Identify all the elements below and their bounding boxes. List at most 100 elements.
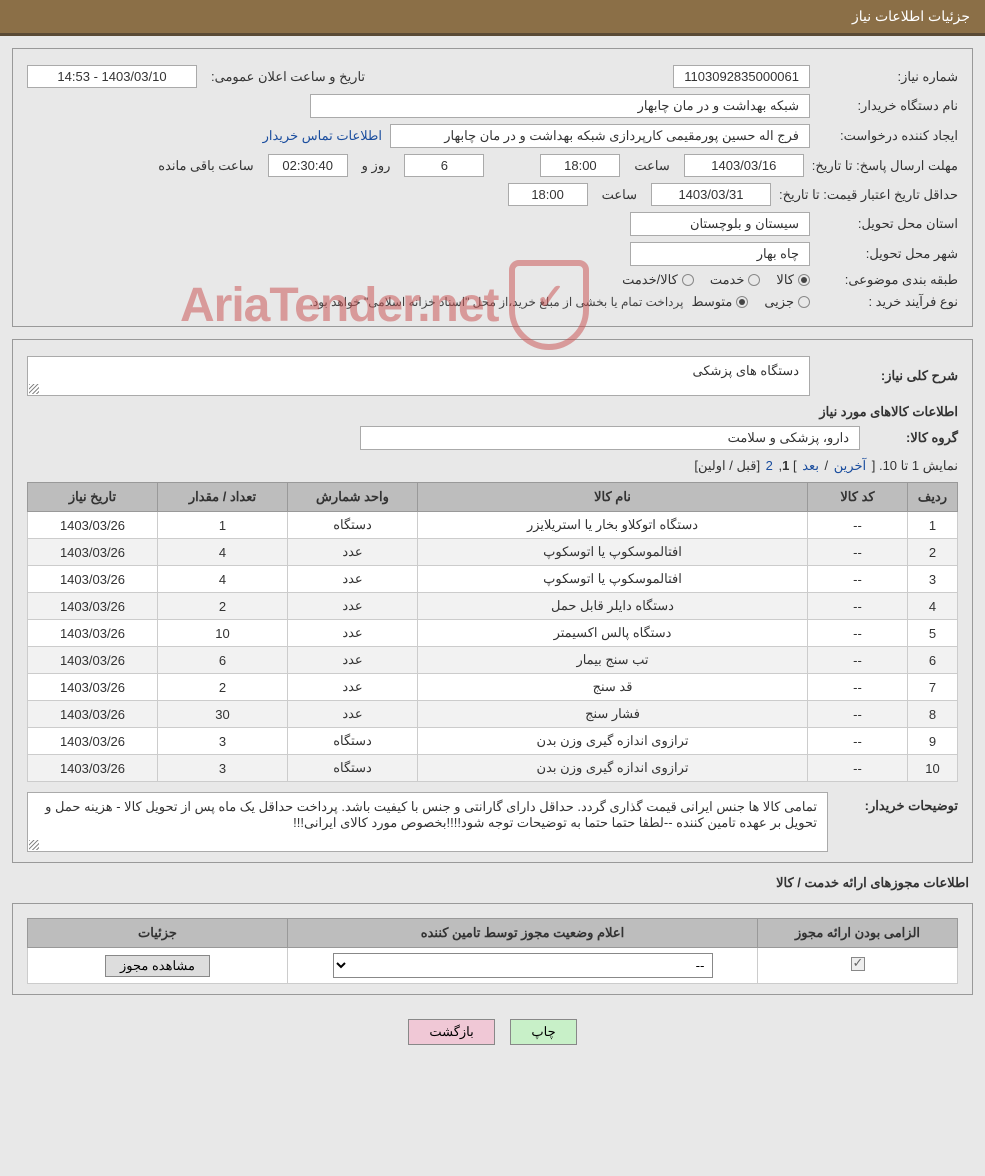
print-button[interactable]: چاپ (510, 1019, 576, 1045)
items-table: ردیف کد کالا نام کالا واحد شمارش تعداد /… (27, 482, 958, 782)
table-cell: 5 (908, 620, 958, 647)
resize-handle-icon[interactable] (29, 384, 39, 394)
th-details: جزئیات (28, 919, 288, 948)
pagination-last-link[interactable]: آخرین (834, 458, 866, 473)
need-desc-text: دستگاه های پزشکی (693, 363, 799, 378)
table-cell: عدد (288, 620, 418, 647)
table-cell: 9 (908, 728, 958, 755)
category-radio-group: کالا خدمت کالا/خدمت (622, 272, 810, 288)
buyer-notes-textarea[interactable]: تمامی کالا ها جنس ایرانی قیمت گذاری گردد… (27, 792, 828, 852)
city-value: چاه بهار (630, 242, 810, 266)
table-cell: 8 (908, 701, 958, 728)
view-license-button[interactable]: مشاهده مجوز (105, 955, 210, 977)
pagination-suffix: [قبل / اولین] (694, 458, 763, 473)
pagination-sep2: ] (789, 458, 800, 473)
table-cell: عدد (288, 593, 418, 620)
table-cell: 6 (158, 647, 288, 674)
table-row: 10--ترازوی اندازه گیری وزن بدندستگاه3140… (28, 755, 958, 782)
row-group: گروه کالا: دارو، پزشکی و سلامت (27, 426, 958, 450)
validity-label: حداقل تاریخ اعتبار قیمت: تا تاریخ: (779, 187, 958, 203)
table-cell: 6 (908, 647, 958, 674)
th-required: الزامی بودن ارائه مجوز (758, 919, 958, 948)
deadline-label: مهلت ارسال پاسخ: تا تاریخ: (812, 158, 958, 174)
table-cell: 7 (908, 674, 958, 701)
table-cell: 1 (158, 512, 288, 539)
radio-dot-icon (748, 274, 760, 286)
radio-dot-icon (798, 296, 810, 308)
validity-time: 18:00 (508, 183, 588, 206)
table-cell: عدد (288, 647, 418, 674)
table-cell: 4 (158, 566, 288, 593)
back-button[interactable]: بازگشت (408, 1019, 494, 1045)
table-cell: 1403/03/26 (28, 701, 158, 728)
license-required-cell (758, 948, 958, 984)
radio-partial-label: جزیی (764, 294, 794, 310)
radio-service[interactable]: خدمت (710, 272, 761, 288)
days-label: روز و (362, 158, 391, 174)
pagination-page2-link[interactable]: 2 (766, 458, 773, 473)
radio-partial[interactable]: جزیی (764, 294, 810, 310)
table-cell: 3 (158, 755, 288, 782)
validity-date: 1403/03/31 (651, 183, 771, 206)
table-cell: 30 (158, 701, 288, 728)
need-desc-label: شرح کلی نیاز: (818, 368, 958, 384)
province-label: استان محل تحویل: (818, 216, 958, 232)
table-cell: 2 (158, 674, 288, 701)
row-need-number: شماره نیاز: 1103092835000061 تاریخ و ساع… (27, 65, 958, 88)
table-cell: 1403/03/26 (28, 755, 158, 782)
table-cell: 1403/03/26 (28, 674, 158, 701)
license-panel: الزامی بودن ارائه مجوز اعلام وضعیت مجوز … (12, 903, 973, 995)
table-row: 4--دستگاه دایلر قابل حملعدد21403/03/26 (28, 593, 958, 620)
row-buyer-notes: توضیحات خریدار: تمامی کالا ها جنس ایرانی… (27, 792, 958, 852)
th-status: اعلام وضعیت مجوز توسط تامین کننده (288, 919, 758, 948)
license-table: الزامی بودن ارائه مجوز اعلام وضعیت مجوز … (27, 918, 958, 984)
license-details-cell: مشاهده مجوز (28, 948, 288, 984)
license-status-select[interactable]: -- (333, 953, 713, 978)
table-cell: 4 (908, 593, 958, 620)
need-desc-textarea[interactable]: دستگاه های پزشکی (27, 356, 810, 396)
announce-label: تاریخ و ساعت اعلان عمومی: (211, 69, 365, 85)
need-info-panel: شماره نیاز: 1103092835000061 تاریخ و ساع… (12, 48, 973, 327)
pagination-next-link[interactable]: بعد (802, 458, 819, 473)
table-cell: -- (808, 674, 908, 701)
table-cell: -- (808, 566, 908, 593)
table-cell: 1 (908, 512, 958, 539)
city-label: شهر محل تحویل: (818, 246, 958, 262)
page-header: جزئیات اطلاعات نیاز (0, 0, 985, 36)
deadline-time-label: ساعت (634, 158, 669, 174)
deadline-date: 1403/03/16 (684, 154, 804, 177)
group-label: گروه کالا: (868, 430, 958, 446)
need-number-value: 1103092835000061 (673, 65, 810, 88)
radio-goods[interactable]: کالا (776, 272, 810, 288)
header-title: جزئیات اطلاعات نیاز (852, 8, 970, 24)
creator-label: ایجاد کننده درخواست: (818, 128, 958, 144)
process-label: نوع فرآیند خرید : (818, 294, 958, 310)
table-cell: 3 (158, 728, 288, 755)
table-cell: 2 (158, 593, 288, 620)
table-cell: 10 (908, 755, 958, 782)
table-cell: 10 (158, 620, 288, 647)
buyer-contact-link[interactable]: اطلاعات تماس خریدار (263, 128, 382, 144)
license-row: -- مشاهده مجوز (28, 948, 958, 984)
row-validity: حداقل تاریخ اعتبار قیمت: تا تاریخ: 1403/… (27, 183, 958, 206)
row-category: طبقه بندی موضوعی: کالا خدمت کالا/خدمت (27, 272, 958, 288)
table-cell: ترازوی اندازه گیری وزن بدن (418, 728, 808, 755)
table-cell: تب سنج بیمار (418, 647, 808, 674)
group-value: دارو، پزشکی و سلامت (360, 426, 860, 450)
countdown-value: 02:30:40 (268, 154, 348, 177)
radio-both[interactable]: کالا/خدمت (622, 272, 694, 288)
items-heading: اطلاعات کالاهای مورد نیاز (27, 404, 958, 420)
radio-medium[interactable]: متوسط (691, 294, 748, 310)
license-heading: اطلاعات مجوزهای ارائه خدمت / کالا (12, 875, 973, 891)
table-cell: -- (808, 512, 908, 539)
required-checkbox[interactable] (851, 957, 865, 971)
resize-handle-icon[interactable] (29, 840, 39, 850)
radio-dot-icon (736, 296, 748, 308)
license-status-cell: -- (288, 948, 758, 984)
row-deadline: مهلت ارسال پاسخ: تا تاریخ: 1403/03/16 سا… (27, 154, 958, 177)
table-cell: -- (808, 728, 908, 755)
table-cell: 4 (158, 539, 288, 566)
deadline-time: 18:00 (540, 154, 620, 177)
table-cell: افتالموسکوپ یا اتوسکوپ (418, 566, 808, 593)
table-row: 6--تب سنج بیمارعدد61403/03/26 (28, 647, 958, 674)
